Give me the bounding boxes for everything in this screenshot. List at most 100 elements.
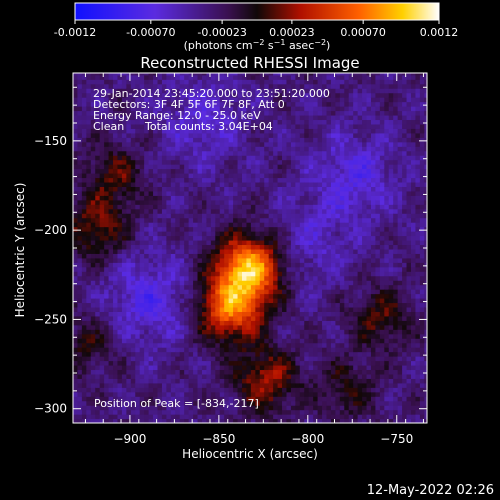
heatmap-cell (170, 217, 176, 223)
heatmap-cell (148, 289, 154, 295)
heatmap-cell (259, 132, 265, 138)
heatmap-cell (77, 168, 83, 174)
heatmap-cell (86, 155, 92, 161)
heatmap-cell (175, 199, 181, 205)
heatmap-cell (104, 208, 110, 214)
heatmap-cell (241, 418, 248, 423)
heatmap-cell (290, 128, 296, 134)
heatmap-cell (286, 168, 292, 174)
heatmap-cell (77, 387, 83, 393)
heatmap-cell (313, 302, 319, 308)
heatmap-cell (322, 208, 328, 214)
heatmap-cell (113, 329, 119, 335)
heatmap-cell (322, 181, 328, 187)
heatmap-cell (308, 333, 314, 339)
heatmap-cell (335, 315, 341, 321)
heatmap-cell (304, 378, 310, 384)
heatmap-cell (108, 222, 114, 228)
heatmap-cell (130, 128, 136, 134)
heatmap-cell (81, 320, 87, 326)
heatmap-cell (250, 306, 256, 312)
heatmap-cell (308, 360, 314, 366)
heatmap-cell (86, 320, 92, 326)
heatmap-cell (299, 244, 305, 250)
heatmap-cell (228, 382, 234, 388)
heatmap-cell (335, 190, 341, 196)
heatmap-cell (197, 190, 203, 196)
heatmap-cell (99, 110, 105, 116)
heatmap-cell (233, 204, 239, 210)
heatmap-cell (193, 293, 199, 299)
heatmap-cell (130, 137, 136, 143)
heatmap-cell (175, 396, 181, 402)
heatmap-cell (184, 155, 190, 161)
heatmap-cell (184, 248, 190, 254)
heatmap-cell (299, 280, 305, 286)
heatmap-cell (330, 190, 336, 196)
heatmap-cell (317, 347, 323, 353)
heatmap-cell (322, 311, 328, 317)
heatmap-cell (77, 342, 83, 348)
heatmap-cell (179, 418, 185, 423)
heatmap-cell (184, 199, 190, 205)
heatmap-cell (153, 320, 159, 326)
heatmap-cell (295, 373, 301, 379)
heatmap-cell (348, 73, 354, 76)
heatmap-cell (219, 173, 225, 179)
heatmap-cell (157, 257, 163, 263)
heatmap-cell (86, 356, 92, 362)
heatmap-cell (104, 302, 110, 308)
heatmap-cell (282, 311, 288, 317)
heatmap-cell (290, 409, 296, 415)
heatmap-cell (264, 199, 270, 205)
heatmap-cell (339, 173, 345, 179)
heatmap-cell (86, 280, 92, 286)
heatmap-cell (330, 235, 336, 241)
heatmap-cell (113, 146, 119, 152)
heatmap-cell (246, 110, 252, 116)
heatmap-cell (348, 284, 354, 290)
heatmap-cell (277, 342, 283, 348)
heatmap-cell (193, 315, 199, 321)
heatmap-cell (313, 177, 319, 183)
heatmap-cell (255, 128, 261, 134)
heatmap-cell (241, 110, 248, 116)
heatmap-cell (153, 248, 159, 254)
heatmap-cell (339, 324, 345, 330)
heatmap-cell (259, 137, 265, 143)
heatmap-cell (259, 257, 265, 263)
heatmap-cell (282, 244, 288, 250)
heatmap-cell (197, 159, 203, 165)
heatmap-cell (241, 324, 248, 330)
heatmap-cell (241, 360, 248, 366)
heatmap-cell (184, 128, 190, 134)
heatmap-cell (135, 373, 141, 379)
heatmap-cell (273, 222, 279, 228)
heatmap-cell (113, 253, 119, 259)
heatmap-cell (188, 311, 194, 317)
heatmap-cell (153, 106, 159, 112)
heatmap-cell (330, 333, 336, 339)
heatmap-cell (121, 360, 127, 366)
heatmap-cell (161, 239, 167, 246)
heatmap-cell (104, 110, 110, 116)
heatmap-cell (175, 88, 181, 94)
heatmap-cell (197, 244, 203, 250)
heatmap-cell (161, 356, 167, 362)
heatmap-cell (193, 83, 199, 89)
heatmap-cell (330, 73, 336, 76)
heatmap-cell (104, 396, 110, 402)
heatmap-cell (188, 222, 194, 228)
heatmap-cell (73, 132, 79, 138)
heatmap-cell (241, 257, 248, 263)
heatmap-cell (104, 280, 110, 286)
heatmap-cell (326, 141, 332, 147)
heatmap-cell (135, 181, 141, 187)
heatmap-cell (233, 315, 239, 321)
heatmap-cell (273, 391, 279, 397)
heatmap-cell (99, 235, 105, 241)
heatmap-cell (299, 342, 305, 348)
heatmap-cell (290, 244, 296, 250)
heatmap-cell (348, 302, 354, 308)
heatmap-cell (282, 181, 288, 187)
